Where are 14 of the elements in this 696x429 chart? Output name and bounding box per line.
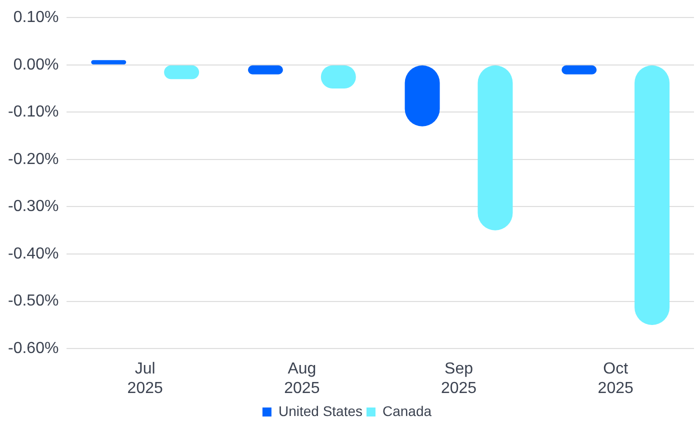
x-tick-label: Jul 2025	[127, 360, 164, 397]
y-tick-label: 0.00%	[13, 56, 59, 74]
y-tick-label: -0.10%	[8, 104, 59, 121]
y-tick-label: 0.10%	[13, 9, 59, 26]
y-tick-label: -0.60%	[8, 340, 59, 358]
x-tick-label: Oct 2025	[598, 360, 634, 397]
legend-label: United States	[278, 402, 363, 419]
y-tick-label: -0.30%	[8, 198, 59, 216]
x-tick-label: Sep 2025	[440, 360, 477, 397]
y-tick-label: -0.50%	[8, 292, 59, 310]
x-tick-label: Aug 2025	[284, 360, 320, 397]
y-tick-label: -0.20%	[8, 150, 59, 168]
y-tick-label: -0.40%	[8, 245, 59, 262]
legend-label: Canada	[382, 402, 432, 419]
